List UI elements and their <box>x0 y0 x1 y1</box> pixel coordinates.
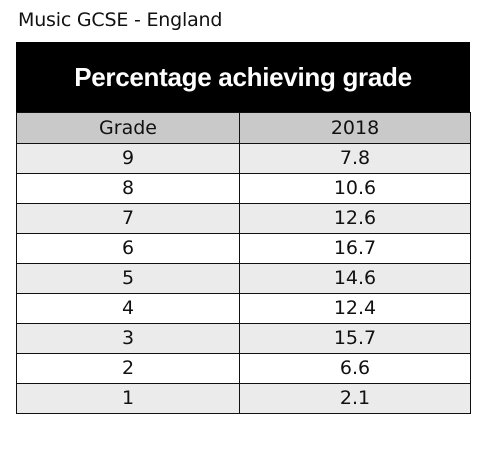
percentage-cell: 16.7 <box>239 233 471 264</box>
grades-table-container: Percentage achieving grade Grade 2018 9 … <box>16 42 471 414</box>
table-row: 4 12.4 <box>16 293 471 324</box>
grade-cell: 7 <box>16 203 240 234</box>
header-year: 2018 <box>239 112 471 144</box>
percentage-cell: 15.7 <box>239 323 471 354</box>
table-row: 7 12.6 <box>16 203 471 234</box>
grade-cell: 9 <box>16 143 240 174</box>
percentage-cell: 12.6 <box>239 203 471 234</box>
grade-cell: 4 <box>16 293 240 324</box>
header-row: Grade 2018 <box>16 112 471 144</box>
table-row: 6 16.7 <box>16 233 471 264</box>
table-title: Percentage achieving grade <box>16 42 470 112</box>
grade-cell: 1 <box>16 383 240 414</box>
grade-cell: 3 <box>16 323 240 354</box>
header-grade: Grade <box>16 112 240 144</box>
percentage-cell: 6.6 <box>239 353 471 384</box>
percentage-cell: 7.8 <box>239 143 471 174</box>
table-row: 8 10.6 <box>16 173 471 204</box>
grade-cell: 8 <box>16 173 240 204</box>
table-row: 3 15.7 <box>16 323 471 354</box>
grade-cell: 6 <box>16 233 240 264</box>
percentage-cell: 2.1 <box>239 383 471 414</box>
table-row: 1 2.1 <box>16 383 471 414</box>
grade-cell: 2 <box>16 353 240 384</box>
percentage-cell: 14.6 <box>239 263 471 294</box>
table-row: 2 6.6 <box>16 353 471 384</box>
page-caption: Music GCSE - England <box>18 9 223 31</box>
table-row: 9 7.8 <box>16 143 471 174</box>
grade-cell: 5 <box>16 263 240 294</box>
grades-table: Grade 2018 9 7.8 8 10.6 7 12.6 6 16.7 5 <box>16 112 471 414</box>
percentage-cell: 12.4 <box>239 293 471 324</box>
table-row: 5 14.6 <box>16 263 471 294</box>
percentage-cell: 10.6 <box>239 173 471 204</box>
